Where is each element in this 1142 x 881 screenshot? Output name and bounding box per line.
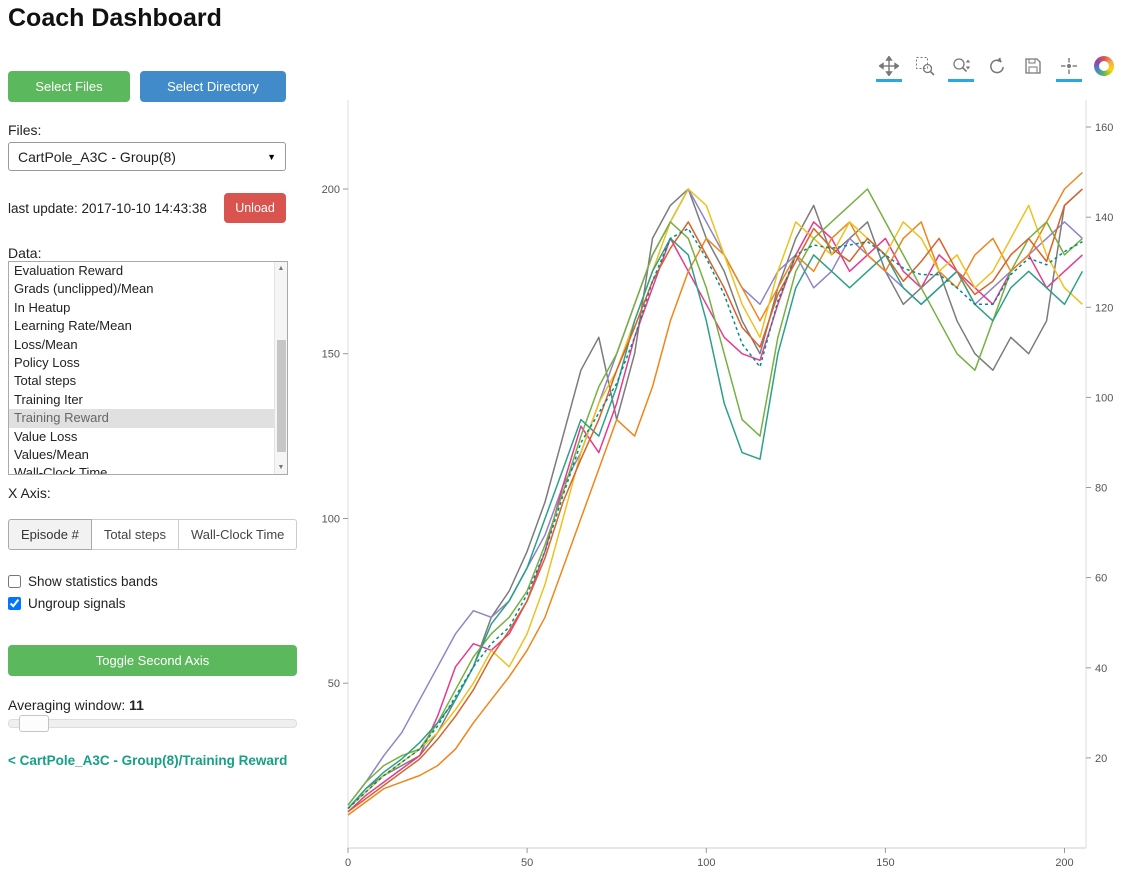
bokeh-toolbar xyxy=(876,56,1114,82)
left-y-tick-label: 50 xyxy=(328,678,340,690)
checkbox-label: Ungroup signals xyxy=(28,596,126,611)
data-label: Data: xyxy=(8,245,42,261)
data-list-item[interactable]: Total steps xyxy=(14,373,77,389)
checkbox-row-show-statistics-bands[interactable]: Show statistics bands xyxy=(8,574,158,589)
data-list-item[interactable]: In Heatup xyxy=(14,299,71,315)
files-select[interactable]: CartPole_A3C - Group(8) ▼ xyxy=(8,142,286,171)
files-label: Files: xyxy=(8,122,42,138)
series-line-signal-5 xyxy=(347,188,1083,810)
unload-button[interactable]: Unload xyxy=(224,193,286,223)
data-list-item[interactable]: Training Reward xyxy=(9,409,287,428)
series-line-signal-6 xyxy=(347,188,1083,806)
save-icon[interactable] xyxy=(1020,56,1046,82)
series-line-signal-7 xyxy=(347,237,1084,810)
list-scrollbar[interactable]: ▲ ▼ xyxy=(274,262,287,474)
checkbox-ungroup-signals[interactable] xyxy=(8,597,21,610)
breadcrumb-link[interactable]: < CartPole_A3C - Group(8)/Training Rewar… xyxy=(8,753,288,768)
series-line-signal-3 xyxy=(347,221,1083,813)
series-line-signal-4 xyxy=(347,171,1083,816)
box-zoom-icon[interactable] xyxy=(912,56,938,82)
right-y-tick-label: 140 xyxy=(1095,212,1113,224)
slider-handle[interactable] xyxy=(19,715,49,732)
right-y-tick-label: 100 xyxy=(1095,392,1113,404)
right-y-tick-label: 160 xyxy=(1095,122,1113,134)
select-files-button[interactable]: Select Files xyxy=(8,71,130,102)
xaxis-option-episode[interactable]: Episode # xyxy=(8,519,92,550)
bokeh-logo-icon[interactable] xyxy=(1094,56,1114,76)
scrollbar-thumb[interactable] xyxy=(277,340,286,452)
x-tick-label: 0 xyxy=(345,857,351,869)
xaxis-option-total-steps[interactable]: Total steps xyxy=(91,519,179,550)
x-tick-label: 100 xyxy=(697,857,715,869)
checkbox-label: Show statistics bands xyxy=(28,574,158,589)
chart-container: 0 50 100 150 200 50 100 150 200 20 40 60 80 100 120 140… xyxy=(322,50,1140,880)
left-y-tick-label: 100 xyxy=(322,514,340,526)
dropdown-arrow-icon: ▼ xyxy=(267,151,276,162)
right-y-tick-label: 20 xyxy=(1095,753,1107,765)
pan-icon[interactable] xyxy=(876,56,902,82)
reset-icon[interactable] xyxy=(984,56,1010,82)
data-list-item[interactable]: Loss/Mean xyxy=(14,336,78,352)
select-directory-button[interactable]: Select Directory xyxy=(140,71,286,102)
data-list-item[interactable]: Evaluation Reward xyxy=(14,263,124,278)
data-list-item[interactable]: Grads (unclipped)/Mean xyxy=(14,281,154,297)
left-y-tick-label: 200 xyxy=(322,184,340,196)
page-title: Coach Dashboard xyxy=(8,4,222,32)
wheel-zoom-icon[interactable] xyxy=(948,56,974,82)
last-update-text: last update: 2017-10-10 14:43:38 xyxy=(8,201,207,216)
data-list: Evaluation Reward Grads (unclipped)/Mean I… xyxy=(9,262,287,475)
right-y-tick-label: 40 xyxy=(1095,663,1107,675)
averaging-window-value: 11 xyxy=(129,697,144,713)
checkbox-row-ungroup-signals[interactable]: Ungroup signals xyxy=(8,596,158,611)
hover-icon[interactable] xyxy=(1056,56,1082,82)
averaging-window-slider[interactable] xyxy=(8,715,297,732)
x-axis-button-group: Episode # Total steps Wall-Clock Time xyxy=(8,519,298,550)
x-tick-label: 50 xyxy=(521,857,533,869)
right-y-tick-label: 80 xyxy=(1095,483,1107,495)
checkbox-show-statistics-bands[interactable] xyxy=(8,575,21,588)
files-selected-value: CartPole_A3C - Group(8) xyxy=(18,148,176,165)
data-list-item[interactable]: Value Loss xyxy=(14,428,78,444)
scrollbar-down-icon[interactable]: ▼ xyxy=(277,464,285,471)
plot-area[interactable]: 0 50 100 150 200 50 100 150 200 20 40 60 80 100 120 140… xyxy=(322,86,1134,878)
data-list-item[interactable]: Learning Rate/Mean xyxy=(14,318,132,334)
data-list-item[interactable]: Values/Mean xyxy=(14,447,89,463)
x-tick-label: 150 xyxy=(876,857,894,869)
data-list-item[interactable]: Policy Loss xyxy=(14,355,80,371)
averaging-window-label: Averaging window: 11 xyxy=(8,697,144,713)
data-list-item[interactable]: Wall-Clock Time xyxy=(14,465,108,475)
scrollbar-up-icon[interactable]: ▲ xyxy=(277,265,285,272)
right-y-tick-label: 120 xyxy=(1095,302,1113,314)
series-line-signal-8 xyxy=(347,188,1083,813)
data-listbox[interactable]: Evaluation Reward Grads (unclipped)/Mean I… xyxy=(8,261,288,475)
series-line-mean xyxy=(347,227,1083,810)
checkbox-area: Show statistics bands Ungroup signals xyxy=(8,574,158,611)
x-axis-label: X Axis: xyxy=(8,485,51,501)
xaxis-option-wall-clock-time[interactable]: Wall-Clock Time xyxy=(178,519,298,550)
right-y-tick-label: 60 xyxy=(1095,573,1107,585)
x-tick-label: 200 xyxy=(1055,857,1073,869)
left-y-tick-label: 150 xyxy=(322,349,340,361)
data-list-item[interactable]: Training Iter xyxy=(14,391,83,407)
toggle-second-axis-button[interactable]: Toggle Second Axis xyxy=(8,645,297,676)
